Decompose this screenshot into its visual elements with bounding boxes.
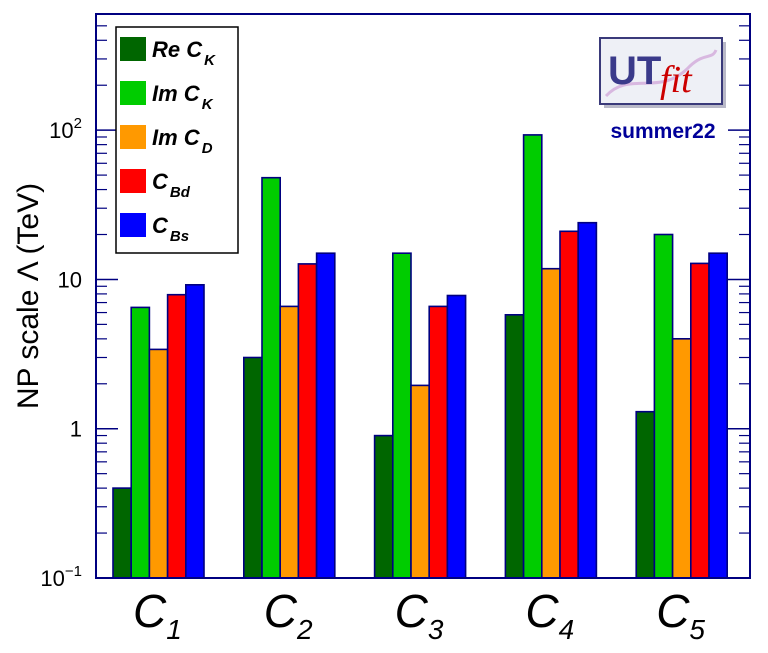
x-category-label: C5 <box>656 585 705 645</box>
legend-label: C Bd <box>152 169 191 201</box>
logo-frame <box>599 37 723 105</box>
bar-5-c-bd <box>689 262 710 579</box>
bar-1-c-bs <box>185 283 205 579</box>
bar-5-im-c-k <box>653 233 674 579</box>
bar-5-re-c-k <box>635 410 656 579</box>
bar-5-im-c-d <box>671 337 692 579</box>
legend-swatch <box>120 81 146 105</box>
bar-3-re-c-k <box>373 434 394 579</box>
y-tick-label: 1 <box>70 417 82 442</box>
y-tick-label: 10−1 <box>40 563 82 591</box>
bar-2-im-c-k <box>261 176 282 579</box>
x-category-label: C4 <box>525 585 574 645</box>
logo-ut: UT <box>608 49 661 93</box>
bar-2-re-c-k <box>243 356 263 579</box>
y-axis: 10−1 1 10 102 <box>40 25 750 591</box>
bar-2-c-bs <box>315 252 336 579</box>
logo-fit: fit <box>660 59 693 101</box>
x-category-label: C3 <box>395 585 444 645</box>
bar-4-c-bs <box>577 221 598 579</box>
bar-1-re-c-k <box>112 487 133 579</box>
bar-1-im-c-k <box>130 306 151 579</box>
bar-4-re-c-k <box>504 313 525 579</box>
bar-3-im-c-k <box>391 252 412 579</box>
logo-subtitle: summer22 <box>610 120 715 143</box>
y-tick-label: 10 <box>58 267 82 292</box>
bar-4-im-c-k <box>522 134 543 579</box>
x-category-label: C1 <box>133 585 182 645</box>
legend: Re C K Im C K Im C D C Bd C Bs <box>115 26 239 254</box>
x-axis-labels: C1 C2 C3 C4 C5 <box>133 585 705 645</box>
y-tick-label: 102 <box>49 115 82 143</box>
bar-5-c-bs <box>708 252 729 579</box>
bar-4-im-c-d <box>540 267 561 579</box>
x-category-label: C2 <box>264 585 313 645</box>
legend-swatch <box>120 169 146 193</box>
bar-4-c-bd <box>559 230 580 579</box>
legend-swatch <box>120 37 146 61</box>
utfit-logo: UT fit summer22 <box>599 37 726 143</box>
bar-1-im-c-d <box>148 348 169 579</box>
bar-1-c-bd <box>166 293 187 579</box>
bar-3-c-bs <box>446 294 467 579</box>
bar-3-im-c-d <box>410 384 431 579</box>
logo-swirl-icon <box>604 49 718 98</box>
bar-2-c-bd <box>297 263 318 579</box>
bars-layer <box>112 134 729 579</box>
bar-2-im-c-d <box>279 305 300 579</box>
legend-swatch <box>120 213 146 237</box>
legend-label: C Bs <box>152 213 189 245</box>
plot-frame <box>95 13 751 579</box>
y-axis-label: NP scale Λ (TeV) <box>12 183 45 409</box>
bar-3-c-bd <box>428 305 449 579</box>
legend-swatch <box>120 125 146 149</box>
